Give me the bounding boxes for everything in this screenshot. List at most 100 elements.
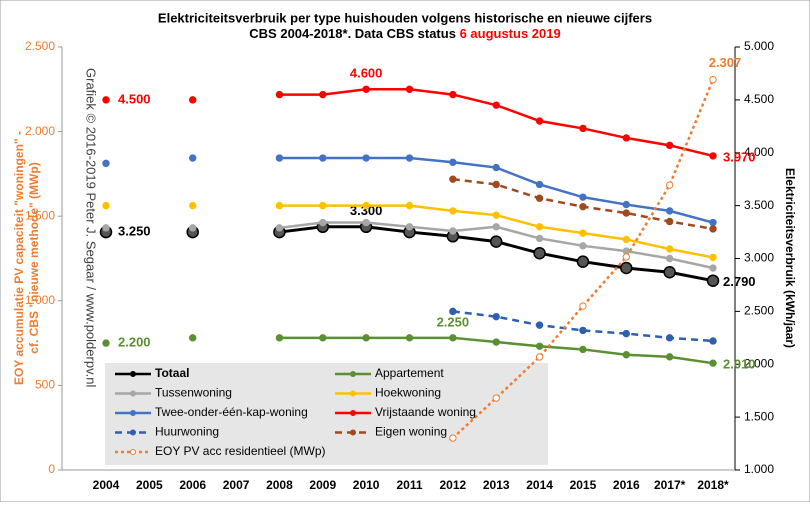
chart-title: Elektriciteitsverbruik per type huishoud… bbox=[158, 10, 652, 25]
series-point bbox=[622, 200, 630, 209]
series-point bbox=[405, 85, 414, 94]
series-point bbox=[362, 218, 370, 227]
series-point bbox=[709, 152, 717, 160]
x-tick-label: 2007 bbox=[223, 478, 250, 492]
subtitle-text: CBS 2004-2018*. Data CBS status bbox=[249, 26, 456, 41]
x-tick-label: 2014 bbox=[526, 478, 553, 492]
series-point bbox=[102, 224, 110, 232]
series-point bbox=[362, 154, 370, 162]
y2-tick-label: 3.500 bbox=[744, 198, 774, 212]
data-label: 2.250 bbox=[437, 314, 470, 329]
series-point bbox=[709, 337, 717, 345]
series-point bbox=[319, 334, 327, 342]
series-point bbox=[665, 245, 674, 253]
chart-subtitle: CBS 2004-2018*. Data CBS status 6 august… bbox=[249, 26, 560, 41]
x-tick-label: 2013 bbox=[483, 478, 510, 492]
series-point bbox=[535, 117, 544, 125]
legend-label: Appartement bbox=[375, 366, 444, 380]
y-tick-label: 1.500 bbox=[25, 208, 55, 222]
series-point bbox=[533, 246, 546, 260]
data-label: 4.600 bbox=[350, 66, 383, 81]
series-point bbox=[535, 342, 544, 350]
y-tick-label: 2.500 bbox=[25, 39, 55, 53]
series-point bbox=[622, 329, 630, 338]
x-tick-label: 2012 bbox=[440, 478, 467, 492]
series-point bbox=[102, 339, 110, 347]
y2-tick-label: 2.000 bbox=[744, 356, 774, 370]
series-point bbox=[189, 224, 197, 232]
y-tick-label: 500 bbox=[35, 378, 55, 392]
legend-label: Tussenwoning bbox=[155, 386, 232, 400]
legend-marker bbox=[130, 410, 136, 416]
series-point bbox=[102, 201, 110, 210]
y-tick-label: 1.000 bbox=[25, 293, 55, 307]
y2-tick-label: 1.000 bbox=[744, 462, 774, 476]
data-label: 3.970 bbox=[723, 149, 756, 164]
series-point bbox=[189, 334, 197, 342]
series-point bbox=[449, 434, 457, 442]
series-point bbox=[362, 85, 370, 94]
series-point bbox=[449, 307, 457, 316]
series-point bbox=[492, 312, 500, 321]
data-label: 3.250 bbox=[118, 224, 151, 239]
series-point bbox=[449, 227, 457, 235]
series-point bbox=[622, 134, 630, 142]
series-point bbox=[665, 141, 674, 150]
series-point bbox=[579, 242, 587, 250]
x-tick-label: 2006 bbox=[179, 478, 206, 492]
series-point bbox=[535, 353, 544, 361]
series-point bbox=[275, 154, 284, 162]
series-point bbox=[709, 359, 717, 367]
legend-marker bbox=[130, 390, 136, 397]
x-tick-label: 2017* bbox=[654, 478, 686, 492]
series-point bbox=[492, 180, 500, 189]
series-point bbox=[275, 201, 284, 210]
series-point bbox=[492, 163, 500, 172]
series-point bbox=[579, 302, 587, 310]
series-point bbox=[492, 101, 500, 109]
series-point bbox=[492, 223, 500, 231]
legend-label: Vrijstaande woning bbox=[375, 405, 476, 419]
x-tick-label: 2009 bbox=[309, 478, 336, 492]
series-point bbox=[189, 96, 197, 104]
series-point bbox=[620, 261, 633, 275]
series-point bbox=[102, 159, 110, 168]
series-point bbox=[449, 207, 457, 215]
series-point bbox=[579, 326, 587, 335]
x-tick-label: 2008 bbox=[266, 478, 293, 492]
data-label: 4.500 bbox=[118, 91, 151, 106]
legend-marker bbox=[350, 429, 356, 436]
series-point bbox=[709, 264, 717, 272]
series-point bbox=[622, 253, 630, 261]
series-point bbox=[622, 209, 630, 217]
series-point bbox=[622, 351, 630, 359]
y2-tick-label: 2.500 bbox=[744, 304, 774, 318]
series-point bbox=[275, 90, 284, 99]
series-point bbox=[362, 334, 370, 342]
legend-label: Hoekwoning bbox=[375, 386, 441, 400]
series-point bbox=[275, 334, 284, 342]
series-point bbox=[535, 234, 544, 243]
series-point bbox=[576, 255, 590, 268]
series-point bbox=[449, 334, 457, 342]
series-point bbox=[449, 158, 457, 166]
y2-axis-label: Elektriciteitsverbruik (kWh/jaar) bbox=[783, 168, 797, 348]
series-point bbox=[492, 211, 500, 219]
series-point bbox=[579, 124, 587, 133]
x-tick-label: 2018* bbox=[697, 478, 729, 492]
series-point bbox=[535, 180, 544, 189]
series-point bbox=[405, 201, 414, 210]
series-point bbox=[709, 225, 717, 233]
legend-label: EOY PV acc residentieel (MWp) bbox=[155, 444, 326, 458]
watermark: Grafiek © 2016-2019 Peter J. Segaar / ww… bbox=[84, 68, 99, 387]
data-label: 2.790 bbox=[723, 274, 756, 289]
series-point bbox=[665, 334, 674, 342]
subtitle-highlight: 6 augustus 2019 bbox=[460, 26, 561, 41]
series-point bbox=[706, 274, 720, 287]
series-point bbox=[102, 96, 110, 104]
data-label: 2.010 bbox=[723, 357, 756, 372]
series-point bbox=[449, 90, 457, 99]
data-label: 2.307 bbox=[709, 55, 742, 70]
x-tick-label: 2005 bbox=[136, 478, 163, 492]
